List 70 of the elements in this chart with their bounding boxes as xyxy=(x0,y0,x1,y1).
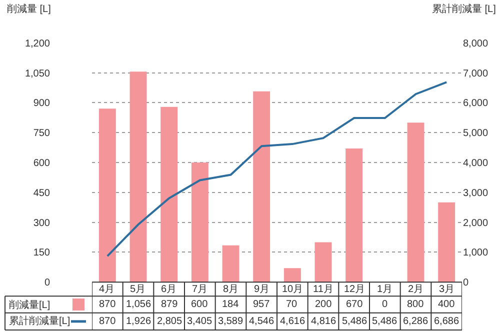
line-series xyxy=(106,81,448,258)
y-tick-label: 900 xyxy=(33,98,50,110)
bar xyxy=(191,162,208,282)
y-tick-label: 600 xyxy=(33,158,50,169)
y-tick-label: 0 xyxy=(44,278,50,289)
x-tick-label: 3月 xyxy=(439,284,455,295)
y2-axis-title: 累計削減量 [L] xyxy=(432,3,496,15)
x-tick-label: 2月 xyxy=(408,284,424,295)
data-label: 184 xyxy=(222,299,240,310)
x-tick-label: 9月 xyxy=(254,284,270,295)
y2-tick-label: 8,000 xyxy=(463,38,488,50)
bar xyxy=(130,72,147,282)
bar xyxy=(253,91,270,282)
data-label: 4,546 xyxy=(249,316,274,327)
bar xyxy=(346,148,363,282)
y-tick-label: 300 xyxy=(33,218,50,229)
y2-tick-label: 1,000 xyxy=(463,248,488,259)
y-tick-label: 450 xyxy=(33,188,50,199)
data-label: 6,286 xyxy=(403,316,428,327)
data-label: 400 xyxy=(438,299,456,310)
bar xyxy=(438,202,456,282)
x-tick-label: 7月 xyxy=(192,284,208,295)
x-tick-label: 8月 xyxy=(223,284,239,295)
bar xyxy=(160,106,178,282)
bar xyxy=(98,108,116,282)
data-label: 870 xyxy=(99,299,116,310)
bar xyxy=(407,122,424,282)
y-tick-label: 1,050 xyxy=(24,68,50,80)
data-label: 1,926 xyxy=(126,316,152,327)
y2-tick-label: 0 xyxy=(463,278,469,289)
data-label: 2,805 xyxy=(157,316,182,327)
data-label: 600 xyxy=(191,299,208,310)
x-tick-label: 1月 xyxy=(377,284,393,295)
x-tick-label: 6月 xyxy=(161,284,177,295)
y2-tick-label: 4,000 xyxy=(463,158,488,169)
data-label: 5,486 xyxy=(342,316,368,327)
y-tick-label: 1,200 xyxy=(24,38,50,50)
data-label: 200 xyxy=(315,299,332,310)
data-label: 800 xyxy=(407,299,424,310)
data-label: 870 xyxy=(99,316,116,327)
legend-label: 累計削減量[L] xyxy=(9,315,70,327)
x-tick-label: 5月 xyxy=(130,284,146,295)
y-tick-label: 150 xyxy=(33,248,50,259)
data-label: 70 xyxy=(286,299,298,310)
bar xyxy=(284,268,301,282)
data-label: 3,405 xyxy=(187,316,212,327)
y2-tick-label: 5,000 xyxy=(463,128,488,140)
x-tick-label: 11月 xyxy=(313,284,334,295)
data-label: 5,486 xyxy=(372,316,398,327)
data-label: 1,056 xyxy=(126,299,152,310)
y2-tick-label: 3,000 xyxy=(463,188,488,199)
data-label: 879 xyxy=(161,299,178,310)
data-label: 4,616 xyxy=(280,316,306,327)
y2-tick-label: 2,000 xyxy=(463,218,488,229)
x-tick-label: 4月 xyxy=(99,284,115,295)
y2-tick-label: 7,000 xyxy=(463,68,488,80)
legend-label: 削減量[L] xyxy=(9,299,50,311)
data-label: 3,589 xyxy=(218,316,244,327)
bar xyxy=(314,242,332,282)
data-label: 0 xyxy=(382,299,388,310)
data-label: 4,816 xyxy=(311,316,336,327)
x-tick-label: 12月 xyxy=(344,284,366,295)
data-label: 670 xyxy=(346,299,364,310)
data-label: 6,686 xyxy=(434,316,460,327)
bar xyxy=(222,245,240,282)
y2-tick-label: 6,000 xyxy=(463,98,488,110)
y-axis-title: 削減量 [L] xyxy=(7,3,52,15)
y-tick-label: 750 xyxy=(33,128,50,140)
data-label: 957 xyxy=(253,299,270,310)
x-tick-label: 10月 xyxy=(282,284,304,295)
